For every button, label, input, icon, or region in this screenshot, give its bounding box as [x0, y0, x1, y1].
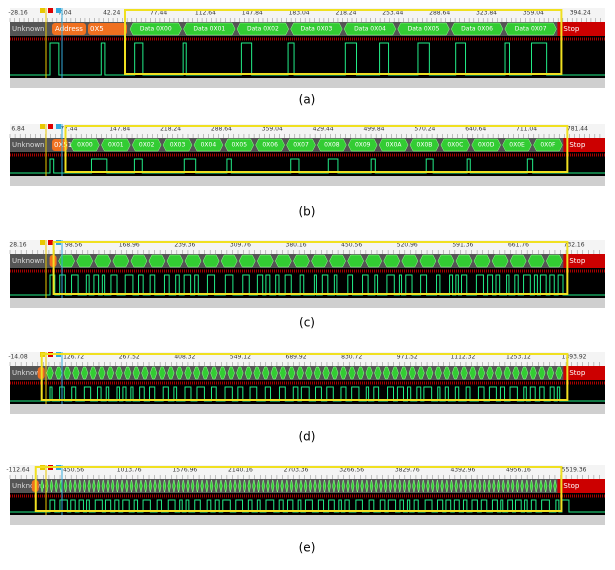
figure: -28.167.0442.2477.44112.64147.84183.0421… — [0, 0, 615, 570]
bottom-strip — [10, 404, 605, 414]
segment-label: 0X01 — [108, 142, 124, 149]
data-segment — [131, 255, 147, 267]
data-segment — [95, 255, 111, 267]
ruler-label: 5519.36 — [562, 467, 587, 474]
data-segment — [221, 255, 237, 267]
ruler-label: -28.16 — [8, 10, 28, 17]
segment-label: 0X05 — [231, 142, 247, 149]
segment-label: 0X09 — [355, 142, 371, 149]
segment-label: 0X0E — [509, 142, 525, 149]
data-segment — [185, 255, 201, 267]
data-segment — [510, 255, 526, 267]
panel: -112.64450.561013.761576.962140.162703.3… — [6, 465, 605, 555]
data-segment — [257, 255, 273, 267]
segment-label: Data 0X07 — [515, 26, 547, 33]
ruler-label: 28.16 — [9, 242, 26, 249]
marker — [40, 124, 45, 129]
segment-label: Data 0X00 — [140, 26, 172, 33]
signal-area — [10, 36, 605, 78]
data-segment — [366, 255, 382, 267]
marker — [48, 8, 53, 13]
marker — [48, 124, 53, 129]
segment-label: Data 0X06 — [461, 26, 493, 33]
data-segment — [438, 255, 454, 267]
data-segment — [113, 255, 129, 267]
segment-label: 0X00 — [77, 142, 93, 149]
segment-label: Data 0X04 — [354, 26, 386, 33]
segment-label: 0X0C — [447, 142, 463, 149]
unknown-label: Unknown — [12, 141, 45, 149]
stop-label: Stop — [563, 482, 579, 490]
address-label: Address — [55, 25, 83, 33]
segment-label: 0X04 — [201, 142, 217, 149]
bottom-strip — [10, 78, 605, 88]
segment-label: 0X0B — [417, 142, 433, 149]
segment-label: Data 0X05 — [408, 26, 440, 33]
data-segment — [203, 255, 219, 267]
data-segment — [402, 255, 418, 267]
data-segment — [275, 255, 291, 267]
data-segment — [149, 255, 165, 267]
segment-label: 0X07 — [293, 142, 309, 149]
ruler-label: 42.24 — [103, 10, 120, 17]
stop-label: Stop — [569, 369, 585, 377]
segment-label: Data 0X03 — [301, 26, 333, 33]
data-segment — [474, 255, 490, 267]
data-segment — [311, 255, 327, 267]
data-segment — [330, 255, 346, 267]
bottom-strip — [10, 515, 605, 525]
marker — [40, 240, 45, 245]
caption: (a) — [299, 93, 316, 107]
panel: 6.8477.44147.84218.24288.64359.04429.444… — [10, 124, 605, 219]
caption: (e) — [299, 541, 316, 555]
stop-label: Stop — [569, 141, 585, 149]
data-segment — [420, 255, 436, 267]
unknown-label: Unknown — [12, 25, 45, 33]
marker — [56, 124, 61, 129]
data-segment — [384, 255, 400, 267]
bottom-strip — [10, 176, 605, 186]
ruler-label: -14.08 — [8, 354, 28, 361]
address-value: 0X51 — [54, 141, 72, 149]
stop-label: Stop — [569, 257, 585, 265]
bottom-strip — [10, 298, 605, 308]
segment-label: Data 0X01 — [193, 26, 225, 33]
panel: -14.08126.72267.52408.32549.12689.92830.… — [8, 352, 605, 444]
segment-label: 0X03 — [170, 142, 186, 149]
panel: 28.1698.56168.96239.36309.76380.16450.56… — [9, 240, 605, 330]
data-segment — [59, 255, 75, 267]
segment-label: Data 0X02 — [247, 26, 279, 33]
unknown-label: Unknown — [12, 482, 45, 490]
data-segment — [239, 255, 255, 267]
segment-label: 0X08 — [324, 142, 340, 149]
data-segment — [77, 255, 93, 267]
segment-label: 0X0A — [386, 142, 403, 149]
ruler-label: 781.44 — [567, 126, 588, 133]
data-segment — [348, 255, 364, 267]
marker — [48, 240, 53, 245]
caption: (b) — [299, 205, 316, 219]
segment-label: 0X0D — [478, 142, 495, 149]
marker — [40, 8, 45, 13]
data-segment — [546, 255, 562, 267]
address-value: 0X5 — [90, 25, 104, 33]
segment-label: 0X02 — [139, 142, 155, 149]
data-segment — [456, 255, 472, 267]
data-segment — [492, 255, 508, 267]
ruler-label: 394.24 — [570, 10, 591, 17]
ruler-label: -112.64 — [6, 467, 29, 474]
segment-label: 0X06 — [262, 142, 278, 149]
caption: (c) — [299, 316, 315, 330]
data-segment — [528, 255, 544, 267]
caption: (d) — [299, 430, 316, 444]
data-segment — [293, 255, 309, 267]
unknown-label: Unknown — [12, 257, 45, 265]
stop-label: Stop — [563, 25, 579, 33]
marker — [56, 8, 61, 13]
ruler-label: 6.84 — [11, 126, 25, 133]
data-segment — [167, 255, 183, 267]
segment-label: 0X0F — [540, 142, 556, 149]
